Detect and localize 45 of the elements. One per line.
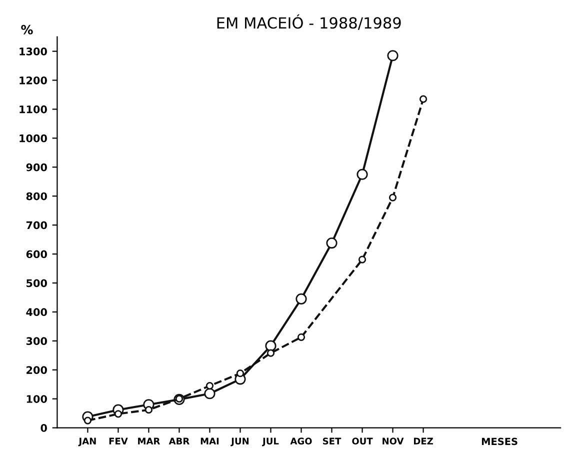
y-tick-label: 800 [26, 192, 47, 200]
y-tick-label: 1200 [20, 76, 47, 84]
y-tick-label: 1100 [20, 105, 47, 114]
point [114, 410, 122, 418]
x-tick-label: FEV [109, 438, 128, 444]
y-tick-label: 300 [26, 337, 47, 346]
y-tick-label: 200 [26, 366, 47, 374]
x-tick-label: JAN [78, 438, 96, 446]
y-tick-label: 1300 [20, 48, 47, 56]
x-tick-label: ABR [168, 438, 190, 444]
point [387, 50, 398, 62]
point [236, 370, 244, 378]
y-tick-label: 100 [26, 395, 47, 403]
y-tick-label: 400 [26, 308, 47, 316]
x-tick-label: OUT [352, 438, 373, 445]
point [356, 168, 368, 180]
x-tick-label: MAI [200, 438, 219, 444]
x-tick-label: JUL [262, 438, 279, 446]
y-tick-label: 500 [26, 279, 47, 288]
point [206, 382, 214, 390]
x-axis-title: MESES [482, 438, 518, 446]
y-tick-label: 600 [26, 250, 47, 258]
point [144, 406, 153, 414]
y-tick-label: 0 [40, 424, 47, 432]
point [265, 340, 276, 352]
x-tick-label: MAR [138, 438, 160, 444]
point [358, 256, 366, 264]
y-tick-label: 700 [26, 221, 47, 230]
x-tick-label: DEZ [414, 438, 433, 444]
chart-title: EM MACEIÓ - 1988/1989 [217, 14, 401, 30]
point [84, 416, 92, 424]
x-tick-label: SET [322, 438, 342, 445]
x-tick-label: NOV [382, 438, 404, 445]
y-axis-title: % [21, 24, 33, 34]
y-tick-label: 900 [26, 163, 47, 172]
point [297, 333, 306, 341]
point [296, 293, 307, 304]
point [266, 349, 275, 357]
point [388, 194, 397, 202]
y-tick-label: 1000 [20, 134, 47, 142]
x-tick-label: AGO [290, 438, 312, 445]
point [419, 95, 428, 103]
point [204, 388, 216, 400]
point [326, 237, 338, 249]
x-tick-label: JUN [230, 438, 249, 446]
